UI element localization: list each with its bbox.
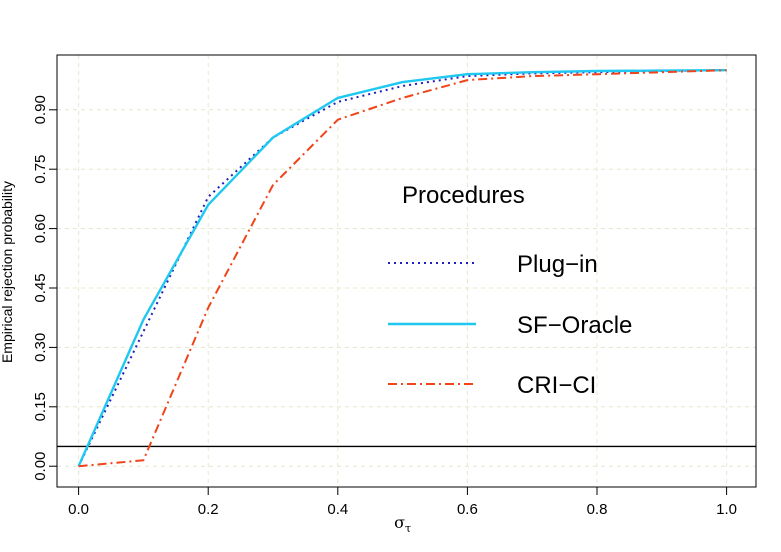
legend-label: Plug−in <box>517 251 598 278</box>
x-axis-label: στ <box>394 513 411 535</box>
series-group <box>77 69 727 468</box>
plot-frame <box>56 54 757 488</box>
x-tick-label: 0.4 <box>327 501 348 518</box>
y-tick-label: 0.90 <box>32 95 49 124</box>
x-tick-label: 0.8 <box>587 501 608 518</box>
y-axis: 0.00 0.15 0.30 0.45 0.60 0.75 0.90 <box>32 95 58 481</box>
x-tick-label: 0.0 <box>68 501 89 518</box>
legend: Procedures Plug−in SF−Oracle CRI−CI <box>388 182 632 399</box>
y-tick-label: 0.15 <box>32 392 49 421</box>
x-tick-label: 0.6 <box>457 501 478 518</box>
x-tick-label: 1.0 <box>716 501 737 518</box>
x-axis-label-sub: τ <box>405 522 411 535</box>
series-line-cri-ci <box>78 69 727 468</box>
y-tick-label: 0.30 <box>32 333 49 362</box>
y-tick-label: 0.45 <box>32 273 49 302</box>
y-tick-label: 0.75 <box>32 155 49 184</box>
series-line-sf-oracle <box>77 69 727 467</box>
x-tick-label: 0.2 <box>198 501 219 518</box>
legend-title: Procedures <box>402 182 525 209</box>
grid <box>57 55 756 487</box>
y-tick-label: 0.00 <box>32 452 49 481</box>
x-axis-label-main: σ <box>394 513 405 532</box>
legend-label: SF−Oracle <box>517 312 632 339</box>
legend-label: CRI−CI <box>517 372 596 399</box>
x-axis: 0.0 0.2 0.4 0.6 0.8 1.0 <box>68 486 737 518</box>
y-axis-label: Empirical rejection probability <box>0 181 15 363</box>
y-tick-label: 0.60 <box>32 214 49 243</box>
legend-items: Plug−in SF−Oracle CRI−CI <box>388 251 632 399</box>
